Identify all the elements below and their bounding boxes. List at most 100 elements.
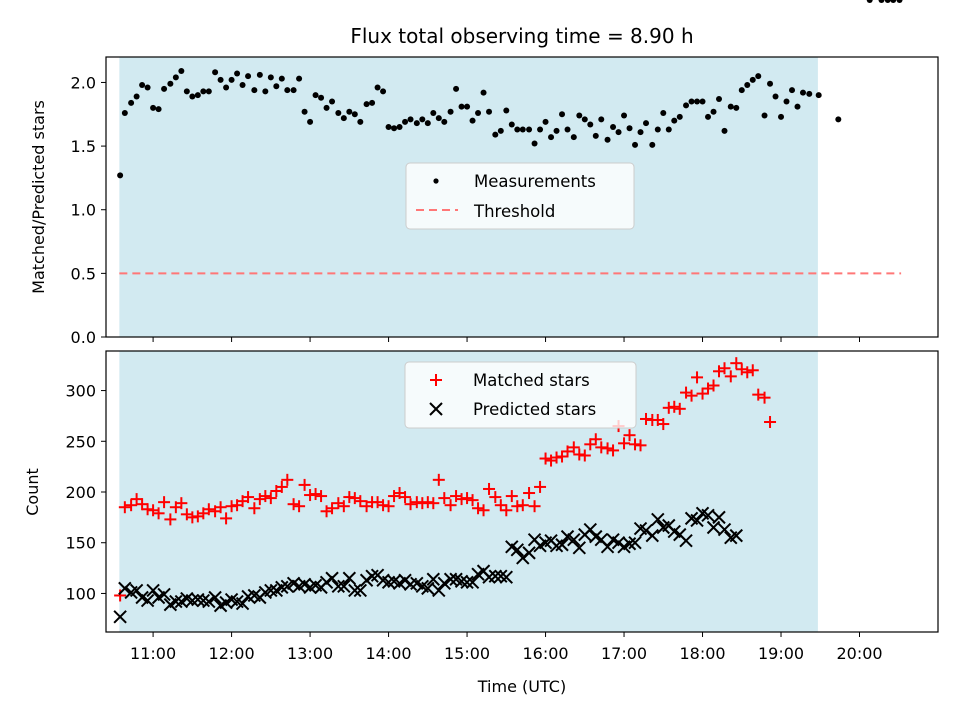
matched-star-point (438, 492, 451, 505)
predicted-star-point (331, 579, 346, 594)
matched-star-point (578, 449, 591, 462)
predicted-star-point (319, 575, 334, 589)
matched-star-point (444, 499, 457, 512)
legend-predicted-label: Predicted stars (473, 400, 596, 419)
measurement-point (570, 134, 577, 141)
predicted-star-point (572, 541, 587, 555)
matched-star-point (556, 450, 569, 463)
measurement-point (789, 87, 796, 94)
predicted-star-point (118, 581, 132, 596)
measurement-point (480, 89, 487, 96)
measurement-point (391, 125, 398, 132)
top-y-tick-label: 0.5 (71, 264, 96, 283)
measurement-point (296, 75, 303, 82)
matched-star-point (432, 473, 445, 486)
matched-star-point (141, 503, 154, 516)
measurement-point (537, 126, 544, 133)
matched-star-point (746, 364, 759, 377)
measurement-point (542, 118, 549, 125)
predicted-star-point (113, 610, 127, 624)
measurement-point (374, 84, 381, 91)
measurement-point (632, 141, 639, 148)
matched-star-point (550, 451, 563, 464)
measurement-point (576, 112, 583, 119)
measurement-point (615, 129, 622, 136)
measurement-point (637, 129, 644, 136)
measurement-point (492, 131, 499, 138)
measurement-point (363, 101, 370, 108)
matched-star-point (494, 499, 507, 512)
measurement-point (256, 71, 263, 78)
predicted-star-point (729, 528, 743, 543)
bottom-y-tick-label: 250 (65, 432, 96, 451)
measurement-point (273, 83, 280, 90)
matched-star-point (561, 445, 574, 458)
predicted-star-point (359, 573, 374, 587)
matched-star-point (416, 497, 429, 510)
predicted-star-point (690, 513, 704, 528)
measurement-point (815, 92, 822, 99)
matched-star-point (657, 418, 670, 431)
matched-star-point (505, 490, 518, 503)
bottom-ticks: 11:00 12:00 13:00 14:00 15:00 16:00 17:00 18:00… (65, 382, 882, 663)
measurement-point (402, 118, 409, 125)
matched-star-point (528, 500, 541, 513)
bottom-y-axis-label: Count (23, 468, 42, 516)
matched-star-point (634, 439, 647, 452)
matched-star-point (326, 502, 339, 515)
measurements-series (117, 0, 903, 179)
measurement-point (744, 82, 751, 88)
measurement-point (564, 126, 571, 133)
measurement-point (228, 76, 235, 83)
measurement-point (267, 74, 274, 81)
measurement-point (598, 116, 605, 123)
measurement-point (441, 118, 448, 125)
predicted-star-point (202, 594, 216, 609)
matched-star-point (293, 500, 306, 513)
measurement-point (799, 89, 806, 96)
matched-star-point (304, 489, 317, 502)
bottom-y-tick-label: 150 (65, 534, 96, 553)
matched-star-point (130, 493, 143, 506)
matched-star-point (472, 502, 485, 515)
measurement-point (738, 87, 745, 94)
predicted-star-point (679, 533, 693, 548)
measurement-point (312, 92, 319, 99)
bottom-axes-frame (105, 350, 939, 633)
predicted-stars-series (113, 506, 743, 624)
measurement-point (351, 111, 358, 118)
measurement-point (172, 74, 179, 81)
matched-star-point (752, 388, 765, 401)
matched-star-point (377, 499, 390, 512)
matched-star-point (287, 498, 300, 511)
predicted-star-point (443, 572, 458, 586)
legend-measurements-label: Measurements (474, 172, 596, 191)
measurement-point (587, 121, 594, 128)
measurement-point (649, 141, 656, 148)
top-y-tick-label: 1.5 (71, 137, 96, 156)
measurement-point (144, 84, 151, 91)
predicted-star-point (622, 537, 637, 551)
measurement-point (262, 88, 269, 95)
measurement-point (413, 120, 420, 127)
matched-star-point (118, 501, 131, 514)
predicted-star-point (398, 573, 412, 587)
matched-star-point (500, 504, 513, 517)
x-tick-label: 17:00 (601, 644, 647, 663)
matched-star-point (685, 389, 698, 402)
measurement-point (200, 88, 207, 95)
measurement-point (178, 68, 185, 74)
matched-star-point (281, 473, 294, 486)
measurement-point (346, 108, 353, 115)
legend-threshold-label: Threshold (473, 202, 555, 221)
measurement-point (676, 113, 683, 120)
measurement-point (234, 70, 241, 77)
measurement-point (497, 127, 504, 134)
predicted-star-point (701, 508, 715, 523)
predicted-star-point (432, 583, 446, 598)
measurement-point (621, 112, 628, 119)
measurement-point (385, 124, 392, 130)
measurement-point (217, 76, 224, 83)
measurement-point (884, 0, 891, 3)
predicted-star-point (365, 569, 379, 583)
